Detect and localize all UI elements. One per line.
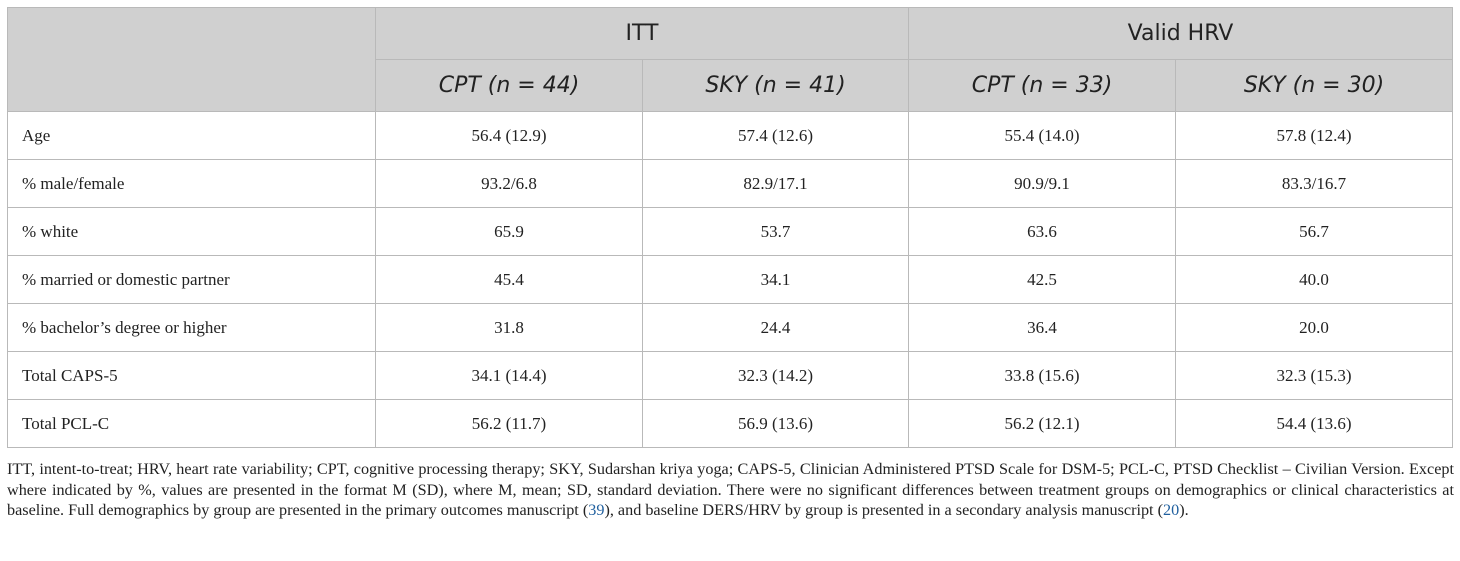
table-footnote: ITT, intent-to-treat; HRV, heart rate va… bbox=[7, 459, 1454, 521]
row-label: Total CAPS-5 bbox=[7, 351, 376, 400]
table-cell: 56.4 (12.9) bbox=[375, 111, 643, 160]
table-cell: 93.2/6.8 bbox=[375, 159, 643, 208]
table-cell: 34.1 bbox=[641, 255, 910, 304]
footnote-text: ), and baseline DERS/HRV by group is pre… bbox=[604, 501, 1163, 519]
column-header-itt-sky: SKY (n = 41) bbox=[641, 59, 910, 112]
table-cell: 56.9 (13.6) bbox=[641, 399, 910, 448]
table-cell: 54.4 (13.6) bbox=[1175, 399, 1454, 448]
table-cell: 34.1 (14.4) bbox=[375, 351, 643, 400]
table-cell: 90.9/9.1 bbox=[908, 159, 1177, 208]
footnote-text: ITT, intent-to-treat; HRV, heart rate va… bbox=[7, 460, 1454, 519]
table-cell: 24.4 bbox=[641, 303, 910, 352]
column-header-row: CPT (n = 44) SKY (n = 41) CPT (n = 33) S… bbox=[8, 59, 1454, 112]
table-cell: 56.2 (11.7) bbox=[375, 399, 643, 448]
reference-link-39[interactable]: 39 bbox=[588, 501, 605, 519]
table-row: % bachelor’s degree or higher 31.8 24.4 … bbox=[7, 303, 1454, 352]
group-header-itt: ITT bbox=[374, 7, 910, 60]
table-row: % male/female 93.2/6.8 82.9/17.1 90.9/9.… bbox=[7, 159, 1454, 208]
table-cell: 55.4 (14.0) bbox=[908, 111, 1177, 160]
row-label: Age bbox=[7, 111, 376, 160]
table-row: % white 65.9 53.7 63.6 56.7 bbox=[7, 207, 1454, 256]
table-cell: 57.8 (12.4) bbox=[1175, 111, 1454, 160]
demographics-table-container: ITT Valid HRV CPT (n = 44) SKY (n = 41) … bbox=[7, 7, 1454, 448]
header-blank-cell bbox=[7, 7, 376, 112]
table-cell: 42.5 bbox=[908, 255, 1177, 304]
column-header-hrv-sky: SKY (n = 30) bbox=[1175, 59, 1454, 112]
table-cell: 83.3/16.7 bbox=[1175, 159, 1454, 208]
table-row: % married or domestic partner 45.4 34.1 … bbox=[7, 255, 1454, 304]
reference-link-20[interactable]: 20 bbox=[1163, 501, 1180, 519]
demographics-table: ITT Valid HRV CPT (n = 44) SKY (n = 41) … bbox=[7, 7, 1454, 448]
table-cell: 57.4 (12.6) bbox=[641, 111, 910, 160]
group-header-valid-hrv: Valid HRV bbox=[908, 7, 1454, 60]
table-row: Total PCL-C 56.2 (11.7) 56.9 (13.6) 56.2… bbox=[7, 399, 1454, 448]
table-cell: 53.7 bbox=[641, 207, 910, 256]
table-cell: 40.0 bbox=[1175, 255, 1454, 304]
table-cell: 31.8 bbox=[375, 303, 643, 352]
table-cell: 20.0 bbox=[1175, 303, 1454, 352]
row-label: % married or domestic partner bbox=[7, 255, 376, 304]
table-cell: 36.4 bbox=[908, 303, 1177, 352]
row-label: % white bbox=[7, 207, 376, 256]
table-row: Total CAPS-5 34.1 (14.4) 32.3 (14.2) 33.… bbox=[7, 351, 1454, 400]
row-label: % male/female bbox=[7, 159, 376, 208]
table-row: Age 56.4 (12.9) 57.4 (12.6) 55.4 (14.0) … bbox=[7, 111, 1454, 160]
group-header-row: ITT Valid HRV bbox=[7, 7, 1454, 112]
table-cell: 82.9/17.1 bbox=[641, 159, 910, 208]
table-cell: 33.8 (15.6) bbox=[908, 351, 1177, 400]
table-cell: 32.3 (15.3) bbox=[1175, 351, 1454, 400]
row-label: Total PCL-C bbox=[7, 399, 376, 448]
table-cell: 56.2 (12.1) bbox=[908, 399, 1177, 448]
column-header-hrv-cpt: CPT (n = 33) bbox=[908, 59, 1177, 112]
table-cell: 65.9 bbox=[375, 207, 643, 256]
footnote-text: ). bbox=[1179, 501, 1189, 519]
column-header-itt-cpt: CPT (n = 44) bbox=[375, 59, 643, 112]
table-cell: 63.6 bbox=[908, 207, 1177, 256]
table-cell: 45.4 bbox=[375, 255, 643, 304]
table-cell: 32.3 (14.2) bbox=[641, 351, 910, 400]
table-cell: 56.7 bbox=[1175, 207, 1454, 256]
row-label: % bachelor’s degree or higher bbox=[7, 303, 376, 352]
